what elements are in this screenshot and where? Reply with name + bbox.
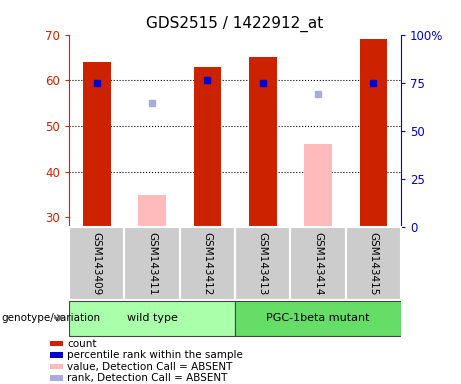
Bar [360, 39, 387, 227]
Bar [83, 62, 111, 227]
Bar [124, 227, 180, 300]
Text: GSM143411: GSM143411 [147, 232, 157, 295]
Bar [50, 341, 63, 346]
Bar [235, 227, 290, 300]
Title: GDS2515 / 1422912_at: GDS2515 / 1422912_at [147, 16, 324, 32]
Text: percentile rank within the sample: percentile rank within the sample [67, 350, 243, 360]
Bar [50, 376, 63, 381]
Text: GSM143415: GSM143415 [368, 232, 378, 295]
Bar [180, 227, 235, 300]
Bar [346, 227, 401, 300]
Bar [304, 144, 332, 227]
Bar [50, 364, 63, 369]
Bar [194, 66, 221, 227]
Text: genotype/variation: genotype/variation [1, 313, 100, 323]
Bar [69, 227, 124, 300]
Text: GSM143413: GSM143413 [258, 232, 268, 295]
Text: wild type: wild type [127, 313, 177, 323]
Bar [50, 353, 63, 358]
Bar [235, 301, 401, 336]
Text: rank, Detection Call = ABSENT: rank, Detection Call = ABSENT [67, 373, 227, 383]
Text: GSM143412: GSM143412 [202, 232, 213, 295]
Bar [69, 301, 235, 336]
Text: value, Detection Call = ABSENT: value, Detection Call = ABSENT [67, 362, 232, 372]
Bar [290, 227, 346, 300]
Text: count: count [67, 339, 96, 349]
Text: GSM143414: GSM143414 [313, 232, 323, 295]
Text: GSM143409: GSM143409 [92, 232, 102, 295]
Text: PGC-1beta mutant: PGC-1beta mutant [266, 313, 370, 323]
Bar [249, 58, 277, 227]
Bar [138, 195, 166, 227]
